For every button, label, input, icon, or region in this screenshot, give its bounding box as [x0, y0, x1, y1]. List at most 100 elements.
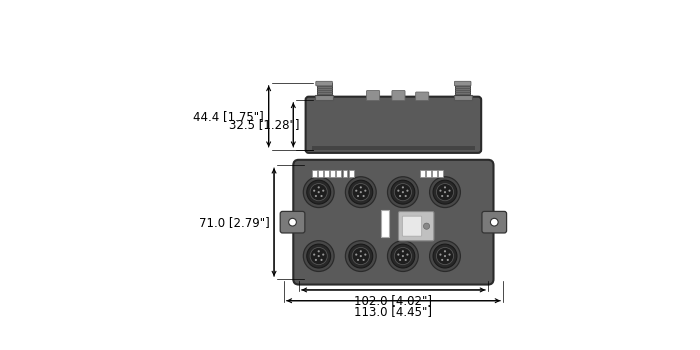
Circle shape: [288, 218, 296, 226]
FancyBboxPatch shape: [482, 211, 507, 233]
Bar: [381, 210, 388, 237]
Circle shape: [352, 247, 370, 265]
Circle shape: [360, 255, 362, 257]
Circle shape: [444, 186, 446, 188]
Circle shape: [441, 259, 443, 261]
Circle shape: [444, 255, 446, 257]
Circle shape: [355, 253, 357, 256]
FancyBboxPatch shape: [402, 216, 421, 236]
Circle shape: [402, 191, 404, 193]
Circle shape: [357, 195, 359, 197]
Circle shape: [391, 180, 415, 204]
Circle shape: [360, 186, 362, 188]
Circle shape: [307, 244, 330, 268]
Text: 32.5 [1.28"]: 32.5 [1.28"]: [229, 118, 300, 131]
FancyBboxPatch shape: [316, 81, 332, 86]
Circle shape: [357, 259, 359, 261]
Circle shape: [315, 259, 317, 261]
FancyBboxPatch shape: [416, 92, 428, 100]
Circle shape: [363, 195, 365, 197]
Bar: [438, 170, 443, 177]
Circle shape: [388, 241, 419, 272]
Bar: [324, 170, 329, 177]
Circle shape: [440, 190, 442, 192]
Circle shape: [355, 190, 357, 192]
FancyBboxPatch shape: [398, 211, 434, 241]
Circle shape: [303, 241, 334, 272]
Circle shape: [345, 177, 376, 208]
FancyBboxPatch shape: [454, 81, 471, 86]
Circle shape: [360, 250, 362, 252]
Circle shape: [430, 241, 461, 272]
Bar: [342, 170, 347, 177]
Text: 71.0 [2.79"]: 71.0 [2.79"]: [199, 216, 270, 229]
Circle shape: [321, 259, 323, 261]
Circle shape: [441, 195, 443, 197]
Circle shape: [352, 183, 370, 201]
Circle shape: [444, 191, 446, 193]
Circle shape: [307, 180, 330, 204]
Circle shape: [433, 180, 457, 204]
Bar: [432, 170, 437, 177]
Bar: [426, 170, 431, 177]
Bar: [312, 146, 475, 150]
Bar: [316, 83, 332, 95]
Bar: [455, 83, 470, 95]
Bar: [454, 95, 472, 100]
Circle shape: [394, 247, 412, 265]
Circle shape: [447, 259, 449, 261]
Circle shape: [402, 186, 404, 188]
Circle shape: [407, 253, 409, 256]
Text: 102.0 [4.02"]: 102.0 [4.02"]: [354, 294, 433, 307]
Circle shape: [399, 259, 401, 261]
Circle shape: [405, 195, 407, 197]
FancyBboxPatch shape: [392, 91, 405, 100]
Circle shape: [449, 190, 451, 192]
Circle shape: [318, 250, 320, 252]
Circle shape: [440, 253, 442, 256]
Circle shape: [310, 247, 328, 265]
Circle shape: [407, 190, 409, 192]
Circle shape: [433, 244, 457, 268]
Circle shape: [402, 255, 404, 257]
Circle shape: [449, 253, 451, 256]
Circle shape: [322, 253, 324, 256]
Circle shape: [398, 190, 400, 192]
Circle shape: [321, 195, 323, 197]
Circle shape: [310, 183, 328, 201]
Bar: [337, 170, 341, 177]
Circle shape: [399, 195, 401, 197]
FancyBboxPatch shape: [306, 97, 481, 153]
Circle shape: [444, 250, 446, 252]
FancyBboxPatch shape: [293, 160, 494, 285]
Circle shape: [363, 259, 365, 261]
Circle shape: [405, 259, 407, 261]
Circle shape: [491, 218, 498, 226]
Circle shape: [318, 191, 320, 193]
Circle shape: [364, 253, 366, 256]
Circle shape: [349, 180, 372, 204]
Circle shape: [391, 244, 415, 268]
Circle shape: [424, 223, 430, 229]
Circle shape: [398, 253, 400, 256]
FancyBboxPatch shape: [367, 91, 379, 100]
Circle shape: [430, 177, 461, 208]
Circle shape: [313, 190, 315, 192]
Circle shape: [313, 253, 315, 256]
Circle shape: [394, 183, 412, 201]
Bar: [312, 170, 316, 177]
Bar: [330, 170, 335, 177]
Circle shape: [345, 241, 376, 272]
Circle shape: [322, 190, 324, 192]
Circle shape: [318, 255, 320, 257]
Circle shape: [447, 195, 449, 197]
Circle shape: [360, 191, 362, 193]
Circle shape: [436, 183, 454, 201]
Circle shape: [402, 250, 404, 252]
Bar: [318, 170, 323, 177]
FancyBboxPatch shape: [280, 211, 305, 233]
Circle shape: [364, 190, 366, 192]
Bar: [349, 170, 354, 177]
Text: 44.4 [1.75"]: 44.4 [1.75"]: [193, 110, 264, 123]
Text: 113.0 [4.45"]: 113.0 [4.45"]: [354, 304, 433, 317]
